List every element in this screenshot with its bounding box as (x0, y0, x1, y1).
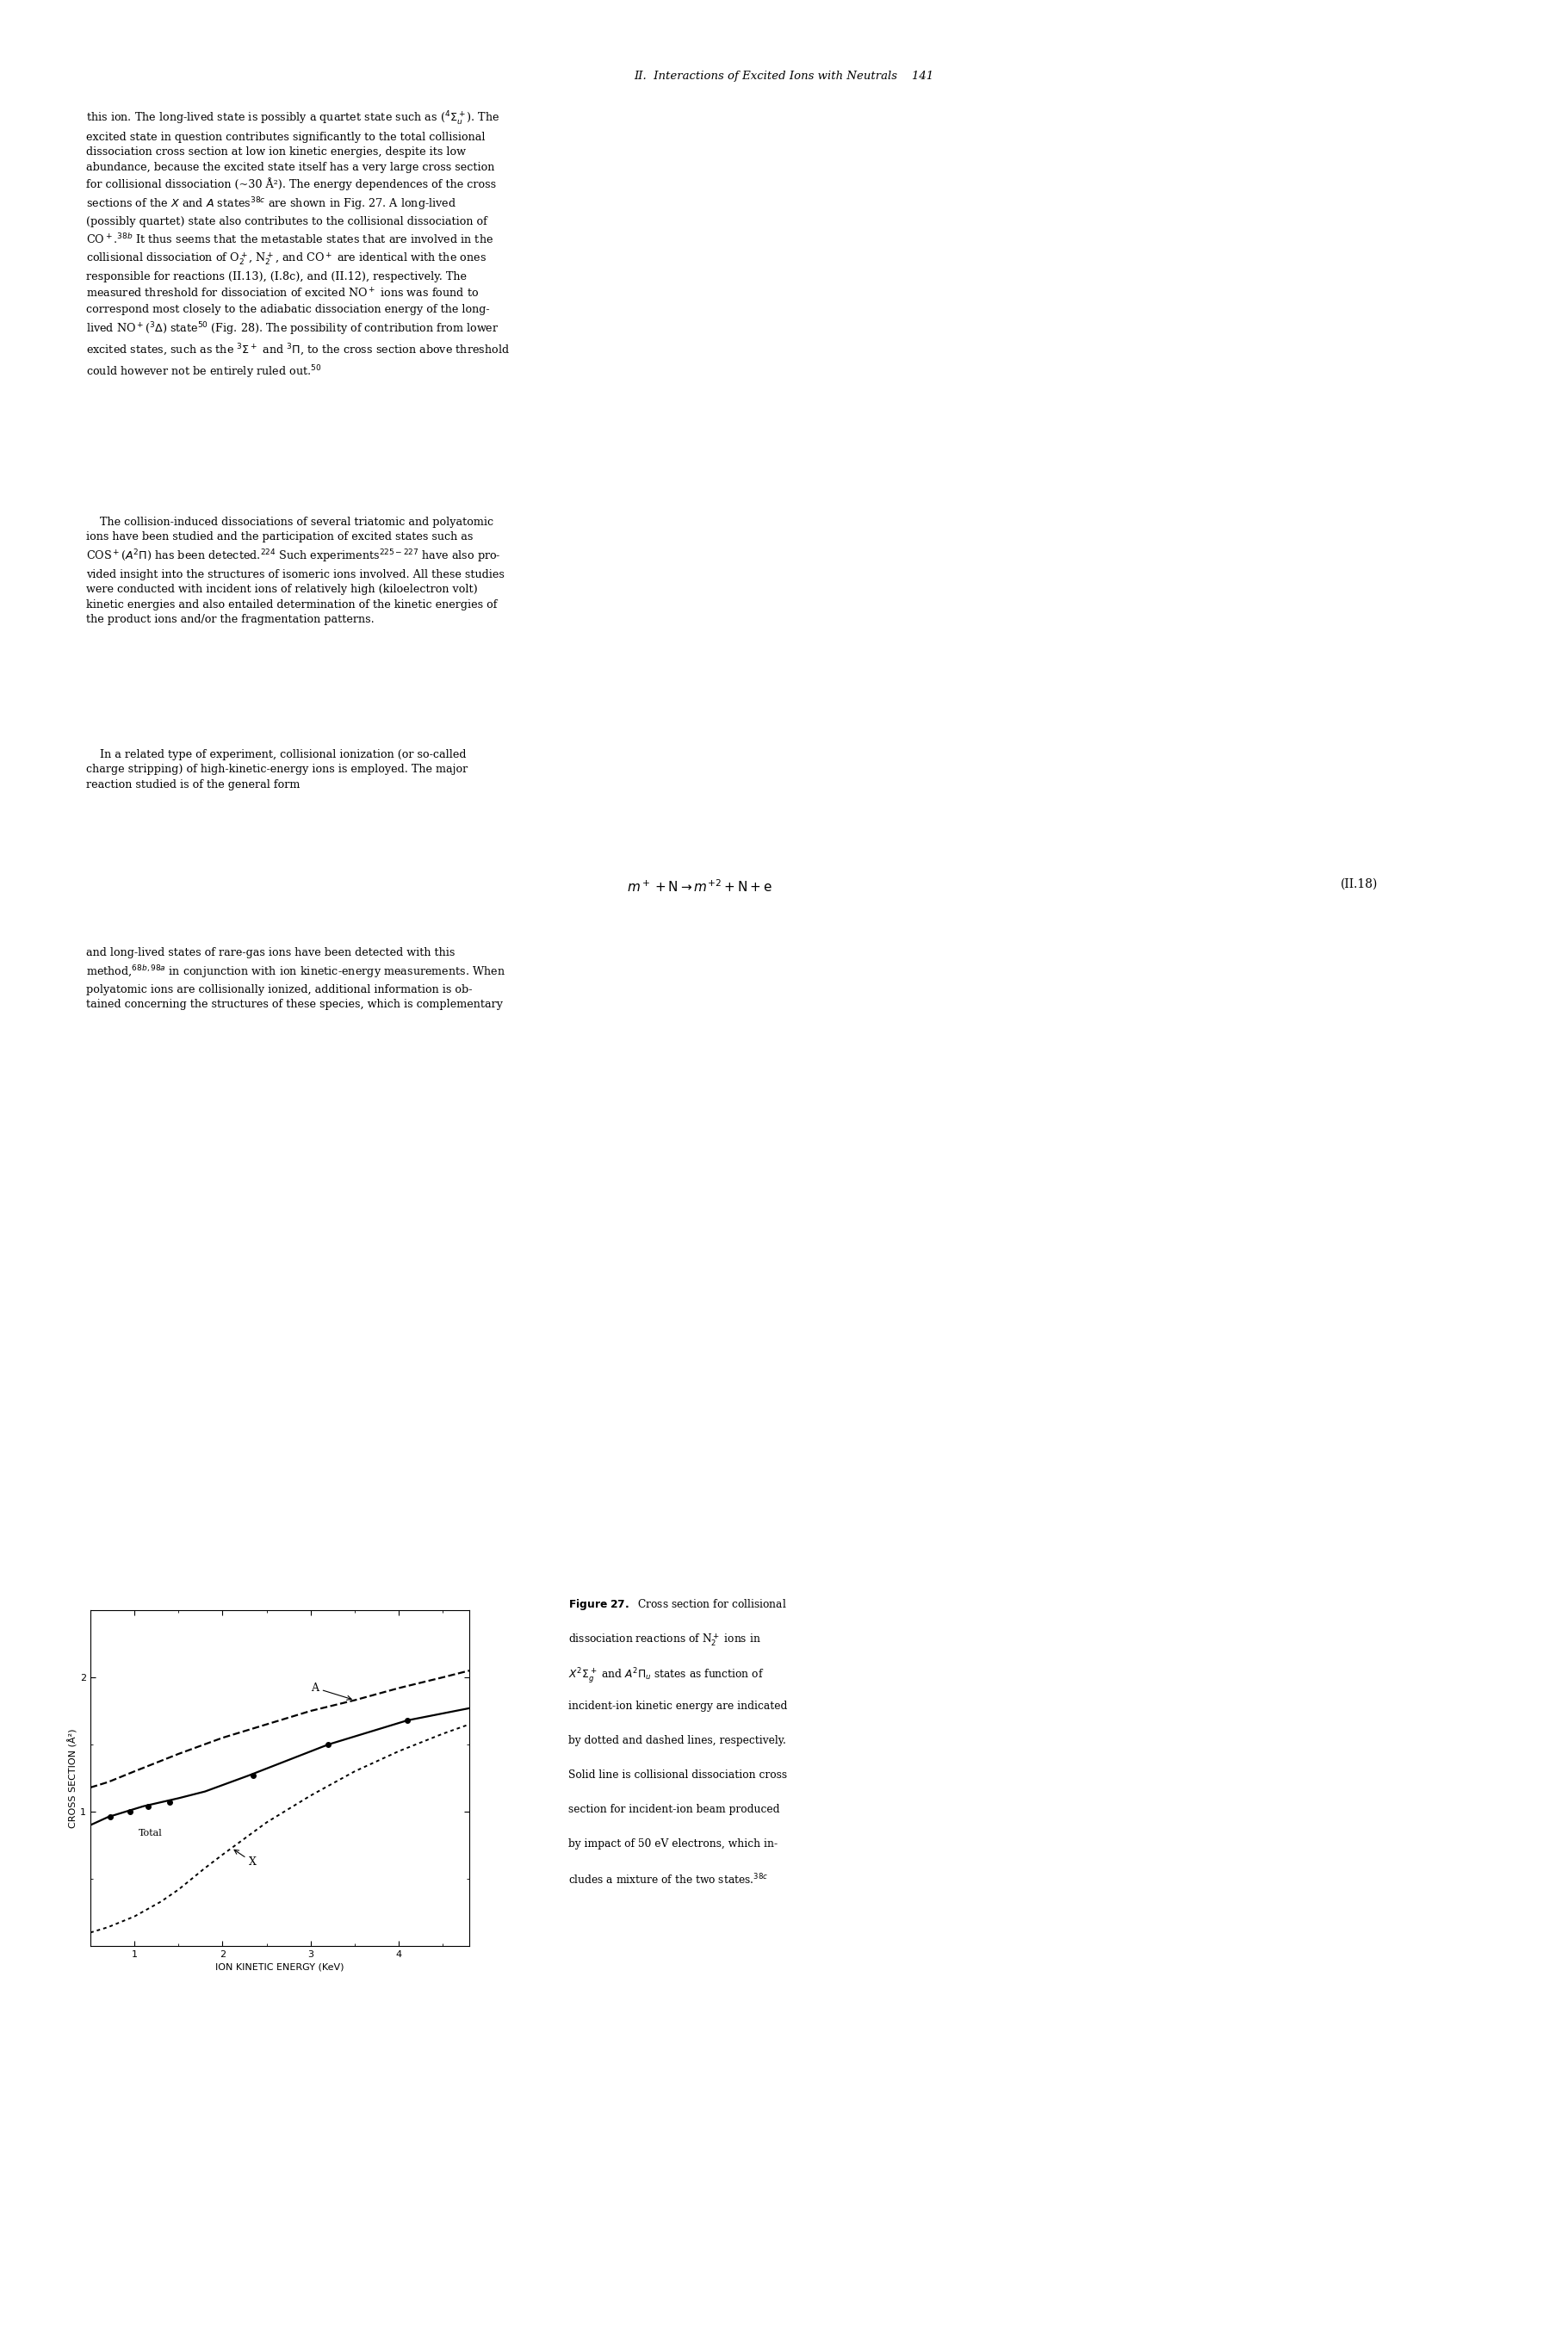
Point (315, 1727, 340, 1764)
Point (241, 1757, 267, 1794)
Text: and long-lived states of rare-gas ions have been detected with this
method,$^{68: and long-lived states of rare-gas ions h… (86, 948, 506, 1011)
Text: $m^+ + \mathrm{N}\rightarrow m^{+2} + \mathrm{N} + \mathrm{e}$: $m^+ + \mathrm{N}\rightarrow m^{+2} + \m… (627, 878, 773, 895)
Text: In a related type of experiment, collisional ionization (or so-called
charge str: In a related type of experiment, collisi… (86, 750, 467, 790)
Text: by dotted and dashed lines, respectively.: by dotted and dashed lines, respectively… (568, 1736, 786, 1745)
Point (135, 1787, 160, 1824)
Text: Solid line is collisional dissociation cross: Solid line is collisional dissociation c… (568, 1768, 787, 1780)
X-axis label: ION KINETIC ENERGY (KeV): ION KINETIC ENERGY (KeV) (215, 1962, 345, 1971)
Text: by impact of 50 eV electrons, which in-: by impact of 50 eV electrons, which in- (568, 1838, 778, 1850)
Y-axis label: CROSS SECTION (Å²): CROSS SECTION (Å²) (67, 1729, 78, 1827)
Point (157, 1782, 182, 1820)
Text: cludes a mixture of the two states.$^{38c}$: cludes a mixture of the two states.$^{38… (568, 1873, 768, 1887)
Text: (II.18): (II.18) (1341, 878, 1378, 890)
Text: The collision-induced dissociations of several triatomic and polyatomic
ions hav: The collision-induced dissociations of s… (86, 517, 505, 624)
Text: II.  Interactions of Excited Ions with Neutrals    141: II. Interactions of Excited Ions with Ne… (633, 70, 935, 82)
Text: this ion. The long-lived state is possibly a quartet state such as ($^4\Sigma_u^: this ion. The long-lived state is possib… (86, 110, 510, 380)
Point (118, 1794, 143, 1831)
Text: Total: Total (140, 1829, 163, 1838)
Point (97, 1799, 122, 1836)
Text: $\mathbf{Figure\ 27.}$  Cross section for collisional: $\mathbf{Figure\ 27.}$ Cross section for… (568, 1598, 787, 1612)
Text: A: A (310, 1682, 351, 1701)
Text: X: X (234, 1850, 257, 1869)
Point (395, 1701, 420, 1738)
Text: section for incident-ion beam produced: section for incident-ion beam produced (568, 1803, 779, 1815)
Text: $X^2\Sigma_g^+$ and $A^2\Pi_u$ states as function of: $X^2\Sigma_g^+$ and $A^2\Pi_u$ states as… (568, 1666, 764, 1685)
Text: dissociation reactions of N$_2^+$ ions in: dissociation reactions of N$_2^+$ ions i… (568, 1631, 760, 1647)
Text: incident-ion kinetic energy are indicated: incident-ion kinetic energy are indicate… (568, 1701, 787, 1713)
